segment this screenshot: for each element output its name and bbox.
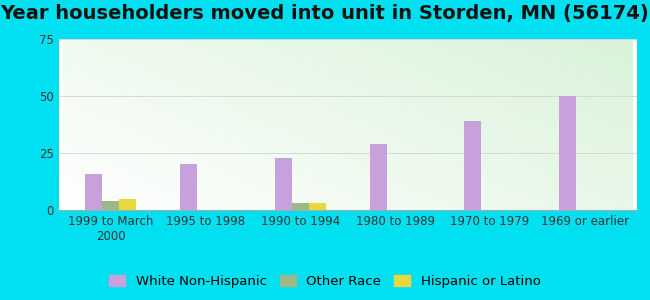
Text: Year householders moved into unit in Storden, MN (56174): Year householders moved into unit in Sto…: [1, 4, 649, 23]
Bar: [85, 173, 102, 210]
Bar: [464, 121, 482, 210]
Bar: [309, 203, 326, 210]
Bar: [370, 144, 387, 210]
Bar: [180, 164, 197, 210]
Bar: [275, 158, 292, 210]
Bar: [559, 96, 577, 210]
Bar: [102, 201, 119, 210]
Bar: [292, 203, 309, 210]
Bar: [119, 199, 136, 210]
Legend: White Non-Hispanic, Other Race, Hispanic or Latino: White Non-Hispanic, Other Race, Hispanic…: [104, 270, 546, 293]
